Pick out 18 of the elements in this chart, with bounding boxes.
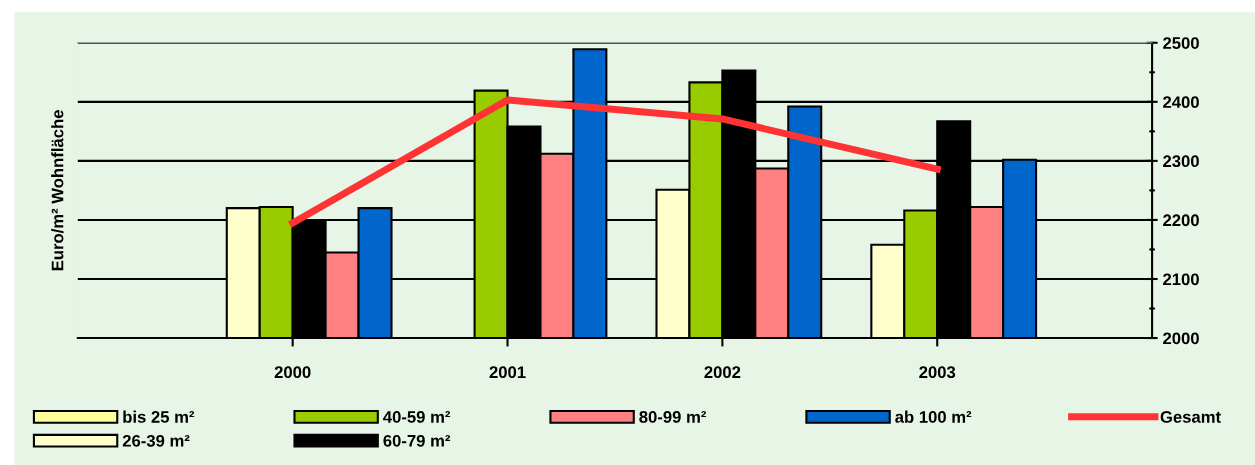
x-tick-label: 2002 xyxy=(704,366,741,379)
x-tick-label: 2003 xyxy=(919,366,956,379)
x-tick-label: 2001 xyxy=(489,366,526,379)
legend-label: 80-99 m² xyxy=(639,411,707,423)
y-tick-label: 2500 xyxy=(1163,37,1199,49)
y-tick-label: 2200 xyxy=(1163,214,1199,227)
y-tick-label: 2400 xyxy=(1163,96,1199,109)
y-tick-label: 2000 xyxy=(1163,332,1199,345)
legend-label: bis 25 m² xyxy=(123,410,195,423)
legend-label: 26-39 m² xyxy=(122,434,190,447)
x-tick-label: 2000 xyxy=(274,366,311,379)
y-tick-label: 2100 xyxy=(1163,273,1199,286)
y-tick-label: 2300 xyxy=(1163,155,1199,168)
legend-label: 40-59 m² xyxy=(383,411,451,423)
y-axis-title: Euro/m² Wohnfläche xyxy=(51,110,64,271)
legend-label: 60-79 m² xyxy=(383,434,451,447)
legend-label: Gesamt xyxy=(1160,411,1221,423)
legend-label: ab 100 m² xyxy=(895,410,972,423)
